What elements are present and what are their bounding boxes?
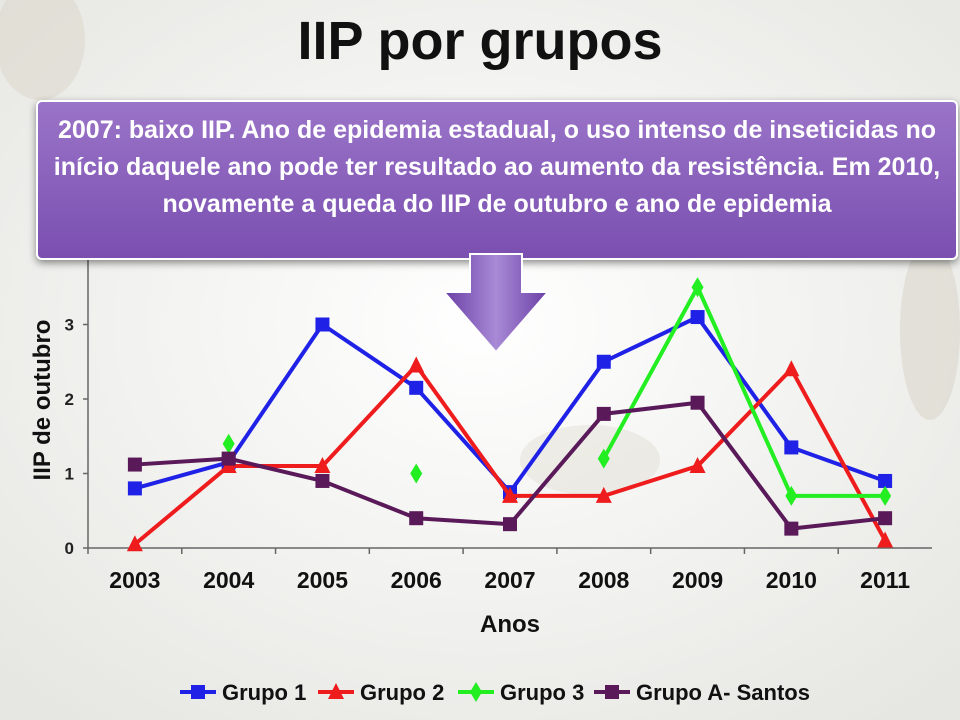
data-point	[409, 511, 424, 526]
data-point	[691, 277, 704, 298]
y-tick-label: 2	[65, 390, 74, 409]
data-point	[409, 380, 424, 395]
series-3	[127, 395, 893, 536]
data-point	[783, 360, 800, 377]
data-point	[127, 481, 142, 496]
data-point	[878, 473, 893, 488]
data-point	[596, 354, 611, 369]
x-tick-label: 2011	[860, 567, 910, 593]
legend-marker	[328, 683, 344, 699]
data-point	[503, 517, 517, 532]
legend-label: Grupo A- Santos	[636, 680, 810, 705]
data-point	[595, 486, 612, 503]
legend-label: Grupo 2	[360, 680, 444, 705]
data-point	[408, 356, 425, 373]
chart-series	[126, 277, 894, 552]
series-2	[222, 277, 892, 506]
data-point	[315, 317, 330, 332]
data-point	[784, 440, 799, 455]
y-tick-label: 3	[65, 316, 74, 335]
data-point	[877, 531, 894, 548]
data-point	[878, 511, 893, 526]
x-axis-title: Anos	[480, 611, 540, 638]
data-point	[690, 310, 705, 325]
data-point	[689, 457, 706, 474]
legend-label: Grupo 3	[500, 680, 584, 705]
x-tick-label: 2003	[109, 567, 160, 593]
chart-legend: Grupo 1 Grupo 2 Grupo 3 Grupo A- Santos	[180, 680, 810, 705]
x-tick-label: 2009	[672, 567, 723, 593]
callout-box: 2007: baixo IIP. Ano de epidemia estadua…	[36, 100, 958, 260]
series-line	[602, 285, 886, 498]
x-tick-label: 2005	[297, 567, 348, 593]
x-tick-label: 2007	[484, 567, 535, 593]
data-point	[690, 395, 705, 410]
x-tick-label: 2006	[391, 567, 442, 593]
legend-marker	[191, 685, 205, 699]
data-point	[127, 457, 142, 472]
data-point	[221, 451, 236, 466]
y-axis-title: IIP de outubro	[29, 320, 56, 481]
legend-marker	[470, 682, 482, 702]
data-point	[879, 485, 892, 506]
data-point	[126, 535, 143, 552]
legend-marker	[605, 685, 619, 699]
x-tick-label: 2010	[766, 567, 817, 593]
down-arrow-icon	[441, 253, 551, 354]
data-point	[785, 485, 798, 506]
x-tick-label: 2004	[203, 567, 254, 593]
data-point	[596, 406, 611, 421]
data-point	[784, 521, 799, 536]
data-point	[597, 448, 610, 469]
data-point	[315, 473, 330, 488]
legend-label: Grupo 1	[222, 680, 306, 705]
data-point	[222, 433, 235, 454]
chart-axes: 0 1 2 3 2003 2004 2005 2006 2007 2008 2009 2010 2011…	[29, 250, 932, 638]
x-tick-label: 2008	[578, 567, 629, 593]
y-tick-label: 0	[65, 539, 74, 558]
data-point	[314, 457, 331, 474]
data-point	[502, 486, 518, 503]
y-tick-label: 1	[65, 465, 74, 484]
slide-title: IIP por grupos	[297, 11, 663, 71]
data-point	[410, 463, 423, 484]
